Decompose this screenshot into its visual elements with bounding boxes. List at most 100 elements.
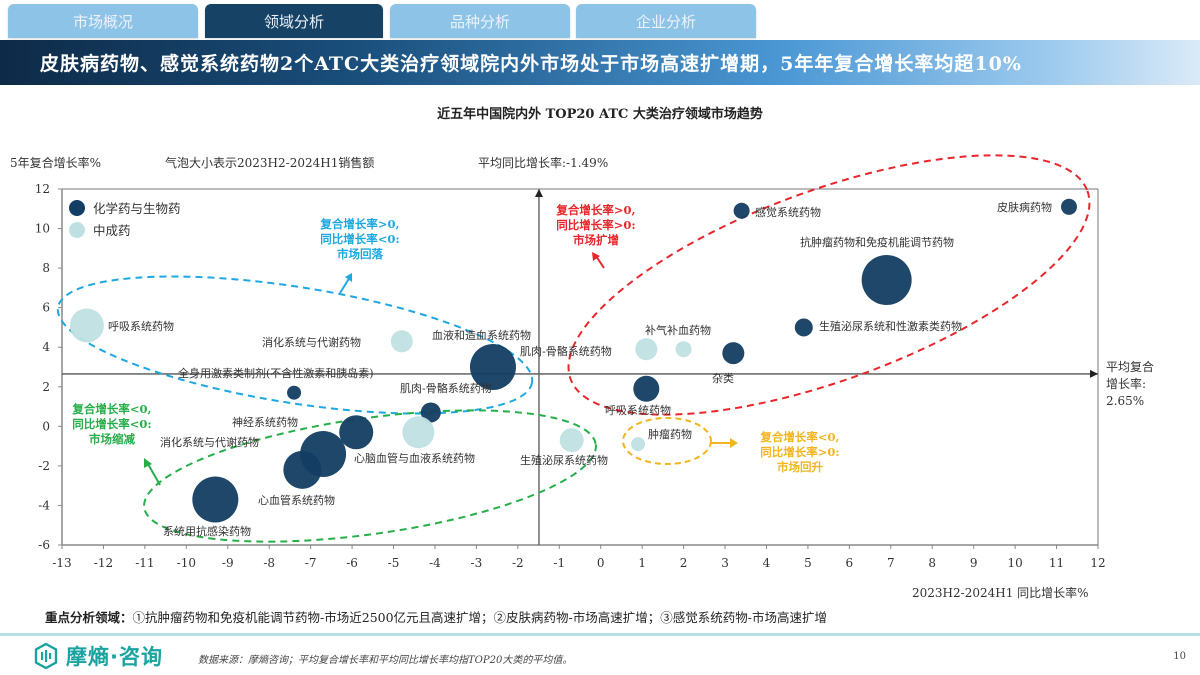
y-tick-label: -4 xyxy=(38,498,50,512)
bubble xyxy=(733,202,750,219)
tab-field-analysis[interactable]: 领域分析 xyxy=(205,4,383,38)
bubble-labels: 皮肤病药物 感觉系统药物抗肿瘤药物和免疫机能调节药物生殖泌尿系统和性激素类药物杂类… xyxy=(108,200,1052,538)
quadrant-notes: 复合增长率>0,同比增长率<0:市场回落复合增长率>0,同比增长率>0:市场扩增… xyxy=(71,203,839,474)
bubble xyxy=(339,415,374,450)
bubble-label: 心血管系统药物 xyxy=(258,493,335,507)
bubble-label: 全身用激素类制剂(不含性激素和胰岛素) xyxy=(178,366,374,380)
avg-cagr-note-line: 增长率: xyxy=(1106,377,1147,391)
quadrant-note: 同比增长率>0: xyxy=(760,445,839,459)
bubble-label: 系统用抗感染药物 xyxy=(163,524,251,538)
quadrant-note: 市场缩减 xyxy=(89,432,135,446)
bubble xyxy=(631,437,646,452)
x-tick-label: -13 xyxy=(52,556,71,570)
x-tick-label: 3 xyxy=(721,556,729,570)
bubble-label: 血液和造血系统药物 xyxy=(432,328,531,342)
nav-tabs: 市场概况 领域分析 品种分析 企业分析 xyxy=(0,4,790,38)
avg-cagr-note-line: 平均复合 xyxy=(1106,360,1155,374)
x-tick-label: -4 xyxy=(429,556,441,570)
y-tick-label: 0 xyxy=(42,419,50,433)
company-logo: 摩熵·咨询 xyxy=(32,641,163,671)
x-tick-label: 8 xyxy=(928,556,936,570)
x-tick-label: 1 xyxy=(638,556,646,570)
x-tick-label: 4 xyxy=(763,556,771,570)
avg-cagr-note: 平均复合 增长率: 2.65% xyxy=(1106,359,1154,410)
logo-icon xyxy=(34,642,58,670)
bubble xyxy=(402,416,435,449)
x-tick-label: -10 xyxy=(177,556,196,570)
x-tick-label: 6 xyxy=(846,556,854,570)
bubble-label: 肌肉-骨骼系统药物 xyxy=(520,344,612,358)
bubble xyxy=(283,450,322,489)
quadrant-note: 复合增长率<0, xyxy=(71,402,151,416)
bubble-label: 肌肉-骨骼系统药物 xyxy=(400,381,492,395)
tab-label: 企业分析 xyxy=(635,12,696,31)
bubble-size-note: 气泡大小表示2023H2-2024H1销售额 xyxy=(165,156,375,170)
x-tick-label: 0 xyxy=(597,556,605,570)
x-axis-label: 2023H2-2024H1 同比增长率% xyxy=(912,586,1089,600)
tab-market-overview[interactable]: 市场概况 xyxy=(8,4,198,38)
bubble-label: 生殖泌尿系统和性激素类药物 xyxy=(819,319,962,333)
legend-label: 化学药与生物药 xyxy=(93,201,181,216)
quadrant-note: 市场回升 xyxy=(777,460,823,474)
x-tick-label: -6 xyxy=(346,556,358,570)
legend-label: 中成药 xyxy=(93,223,131,238)
y-tick-label: 8 xyxy=(42,261,50,275)
key-areas: 重点分析领域：①抗肿瘤药物和免疫机能调节药物-市场近2500亿元且高速扩增；②皮… xyxy=(45,607,827,626)
y-tick-label: -2 xyxy=(38,459,50,473)
x-tick-label: -1 xyxy=(553,556,565,570)
tab-label: 品种分析 xyxy=(449,12,510,31)
chart-title: 近五年中国院内外 TOP20 ATC 大类治疗领域市场趋势 xyxy=(437,107,763,122)
quadrant-note: 市场扩增 xyxy=(573,233,619,247)
bubble-label: 消化系统与代谢药物 xyxy=(160,435,259,449)
legend-marker xyxy=(69,200,85,216)
quadrant-ellipses xyxy=(56,154,1091,543)
y-tick-label: 6 xyxy=(42,301,50,315)
bubble xyxy=(390,330,413,353)
quadrant-note: 复合增长率>0, xyxy=(319,217,399,231)
x-tick-label: 7 xyxy=(887,556,895,570)
quadrant-note: 同比增长率<0: xyxy=(72,417,151,431)
bubble-label: 杂类 xyxy=(712,371,734,385)
bubble-label: 肿瘤药物 xyxy=(648,427,692,441)
x-tick-label: 5 xyxy=(804,556,812,570)
bubble xyxy=(69,308,104,343)
tab-enterprise-analysis[interactable]: 企业分析 xyxy=(576,4,756,38)
chart-axes: -13 -12 -11 -10 -9 -8 -7 -6 -5 -4 -3 -2 -1 0 1 2 3 4 5 6 7 8 9… xyxy=(35,182,1106,570)
y-tick-label: 4 xyxy=(42,340,50,354)
x-tick-label: 2 xyxy=(680,556,688,570)
x-tick-label: -12 xyxy=(94,556,113,570)
bubble xyxy=(794,318,813,337)
x-tick-label: 12 xyxy=(1090,556,1105,570)
x-tick-label: 11 xyxy=(1049,556,1064,570)
bubble xyxy=(287,385,302,400)
tab-variety-analysis[interactable]: 品种分析 xyxy=(390,4,570,38)
quadrant-note: 同比增长率<0: xyxy=(320,232,399,246)
quadrant-note: 市场回落 xyxy=(337,247,383,261)
page-title: 皮肤病药物、感觉系统药物2个ATC大类治疗领域院内外市场处于市场高速扩增期，5年… xyxy=(40,53,1022,75)
bubble-label: 生殖泌尿系统药物 xyxy=(520,453,608,467)
tab-label: 市场概况 xyxy=(72,12,133,31)
x-tick-label: -7 xyxy=(305,556,317,570)
y-axis-label: 5年复合增长率% xyxy=(10,156,102,170)
bubble xyxy=(1060,198,1077,215)
avg-cagr-note-value: 2.65% xyxy=(1106,394,1145,408)
bubble xyxy=(559,428,584,453)
quadrant-note: 复合增长率>0, xyxy=(555,203,635,217)
x-tick-label: -8 xyxy=(263,556,275,570)
y-tick-label: -6 xyxy=(38,538,50,552)
bubbles xyxy=(69,198,1077,523)
bubble-label: 抗肿瘤药物和免疫机能调节药物 xyxy=(800,235,954,249)
tab-label: 领域分析 xyxy=(263,12,324,31)
footer-divider xyxy=(0,633,1200,636)
bubble xyxy=(635,338,658,361)
bubble-label: 神经系统药物 xyxy=(232,415,298,429)
y-tick-label: 10 xyxy=(35,222,50,236)
bubble xyxy=(192,476,239,523)
y-tick-label: 2 xyxy=(42,380,50,394)
bubble xyxy=(722,342,745,365)
avg-yoy-note: 平均同比增长率:-1.49% xyxy=(478,156,609,170)
page-number: 10 xyxy=(1173,651,1186,662)
x-tick-label: -3 xyxy=(471,556,483,570)
